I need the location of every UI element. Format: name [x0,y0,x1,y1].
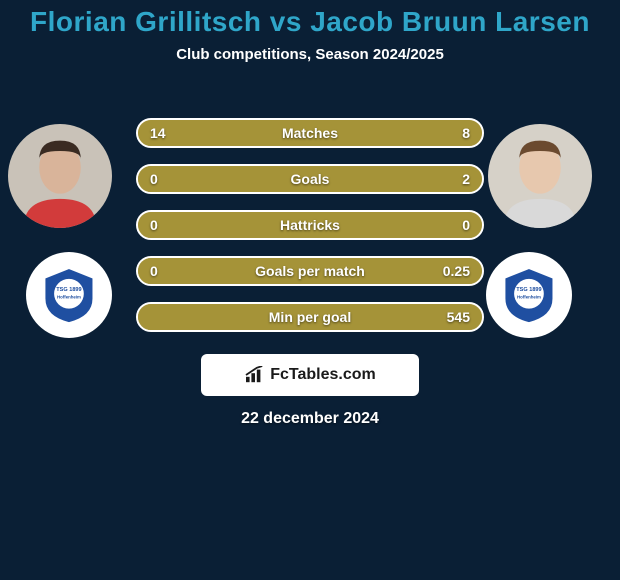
svg-text:TSG 1899: TSG 1899 [516,287,541,293]
stat-row: 148Matches [136,118,484,148]
brand-badge-inner: FcTables.com [244,366,376,384]
club-right-badge-svg: TSG 1899 Hoffenheim [498,264,560,326]
page-subtitle: Club competitions, Season 2024/2025 [0,46,620,63]
stat-fill-left [138,212,310,238]
stat-fill-right [138,166,482,192]
stat-row: 02Goals [136,164,484,194]
stat-row: 00.25Goals per match [136,256,484,286]
club-left-badge: TSG 1899 Hoffenheim [26,252,112,338]
svg-text:Hoffenheim: Hoffenheim [517,295,541,300]
stat-fill-right [310,212,482,238]
stat-row: 00Hattricks [136,210,484,240]
brand-badge: FcTables.com [201,354,419,396]
stat-fill-right [138,304,482,330]
player-right-avatar [488,124,592,228]
stat-row: 545Min per goal [136,302,484,332]
player-left-avatar [8,124,112,228]
svg-text:TSG 1899: TSG 1899 [56,287,81,293]
player-right-avatar-svg [488,124,592,228]
brand-chart-icon [244,366,266,384]
club-right-badge: TSG 1899 Hoffenheim [486,252,572,338]
page-title: Florian Grillitsch vs Jacob Bruun Larsen [0,0,620,38]
stat-fill-right [138,258,482,284]
brand-text: FcTables.com [270,366,376,384]
stat-bars: 148Matches 02Goals 00Hattricks 00.25Goals p… [136,118,484,348]
comparison-card: Florian Grillitsch vs Jacob Bruun Larsen… [0,0,620,580]
stat-fill-left [138,120,357,146]
svg-text:Hoffenheim: Hoffenheim [57,295,81,300]
stat-fill-right [357,120,482,146]
player-left-avatar-svg [8,124,112,228]
club-left-badge-svg: TSG 1899 Hoffenheim [38,264,100,326]
footer-date: 22 december 2024 [0,410,620,428]
